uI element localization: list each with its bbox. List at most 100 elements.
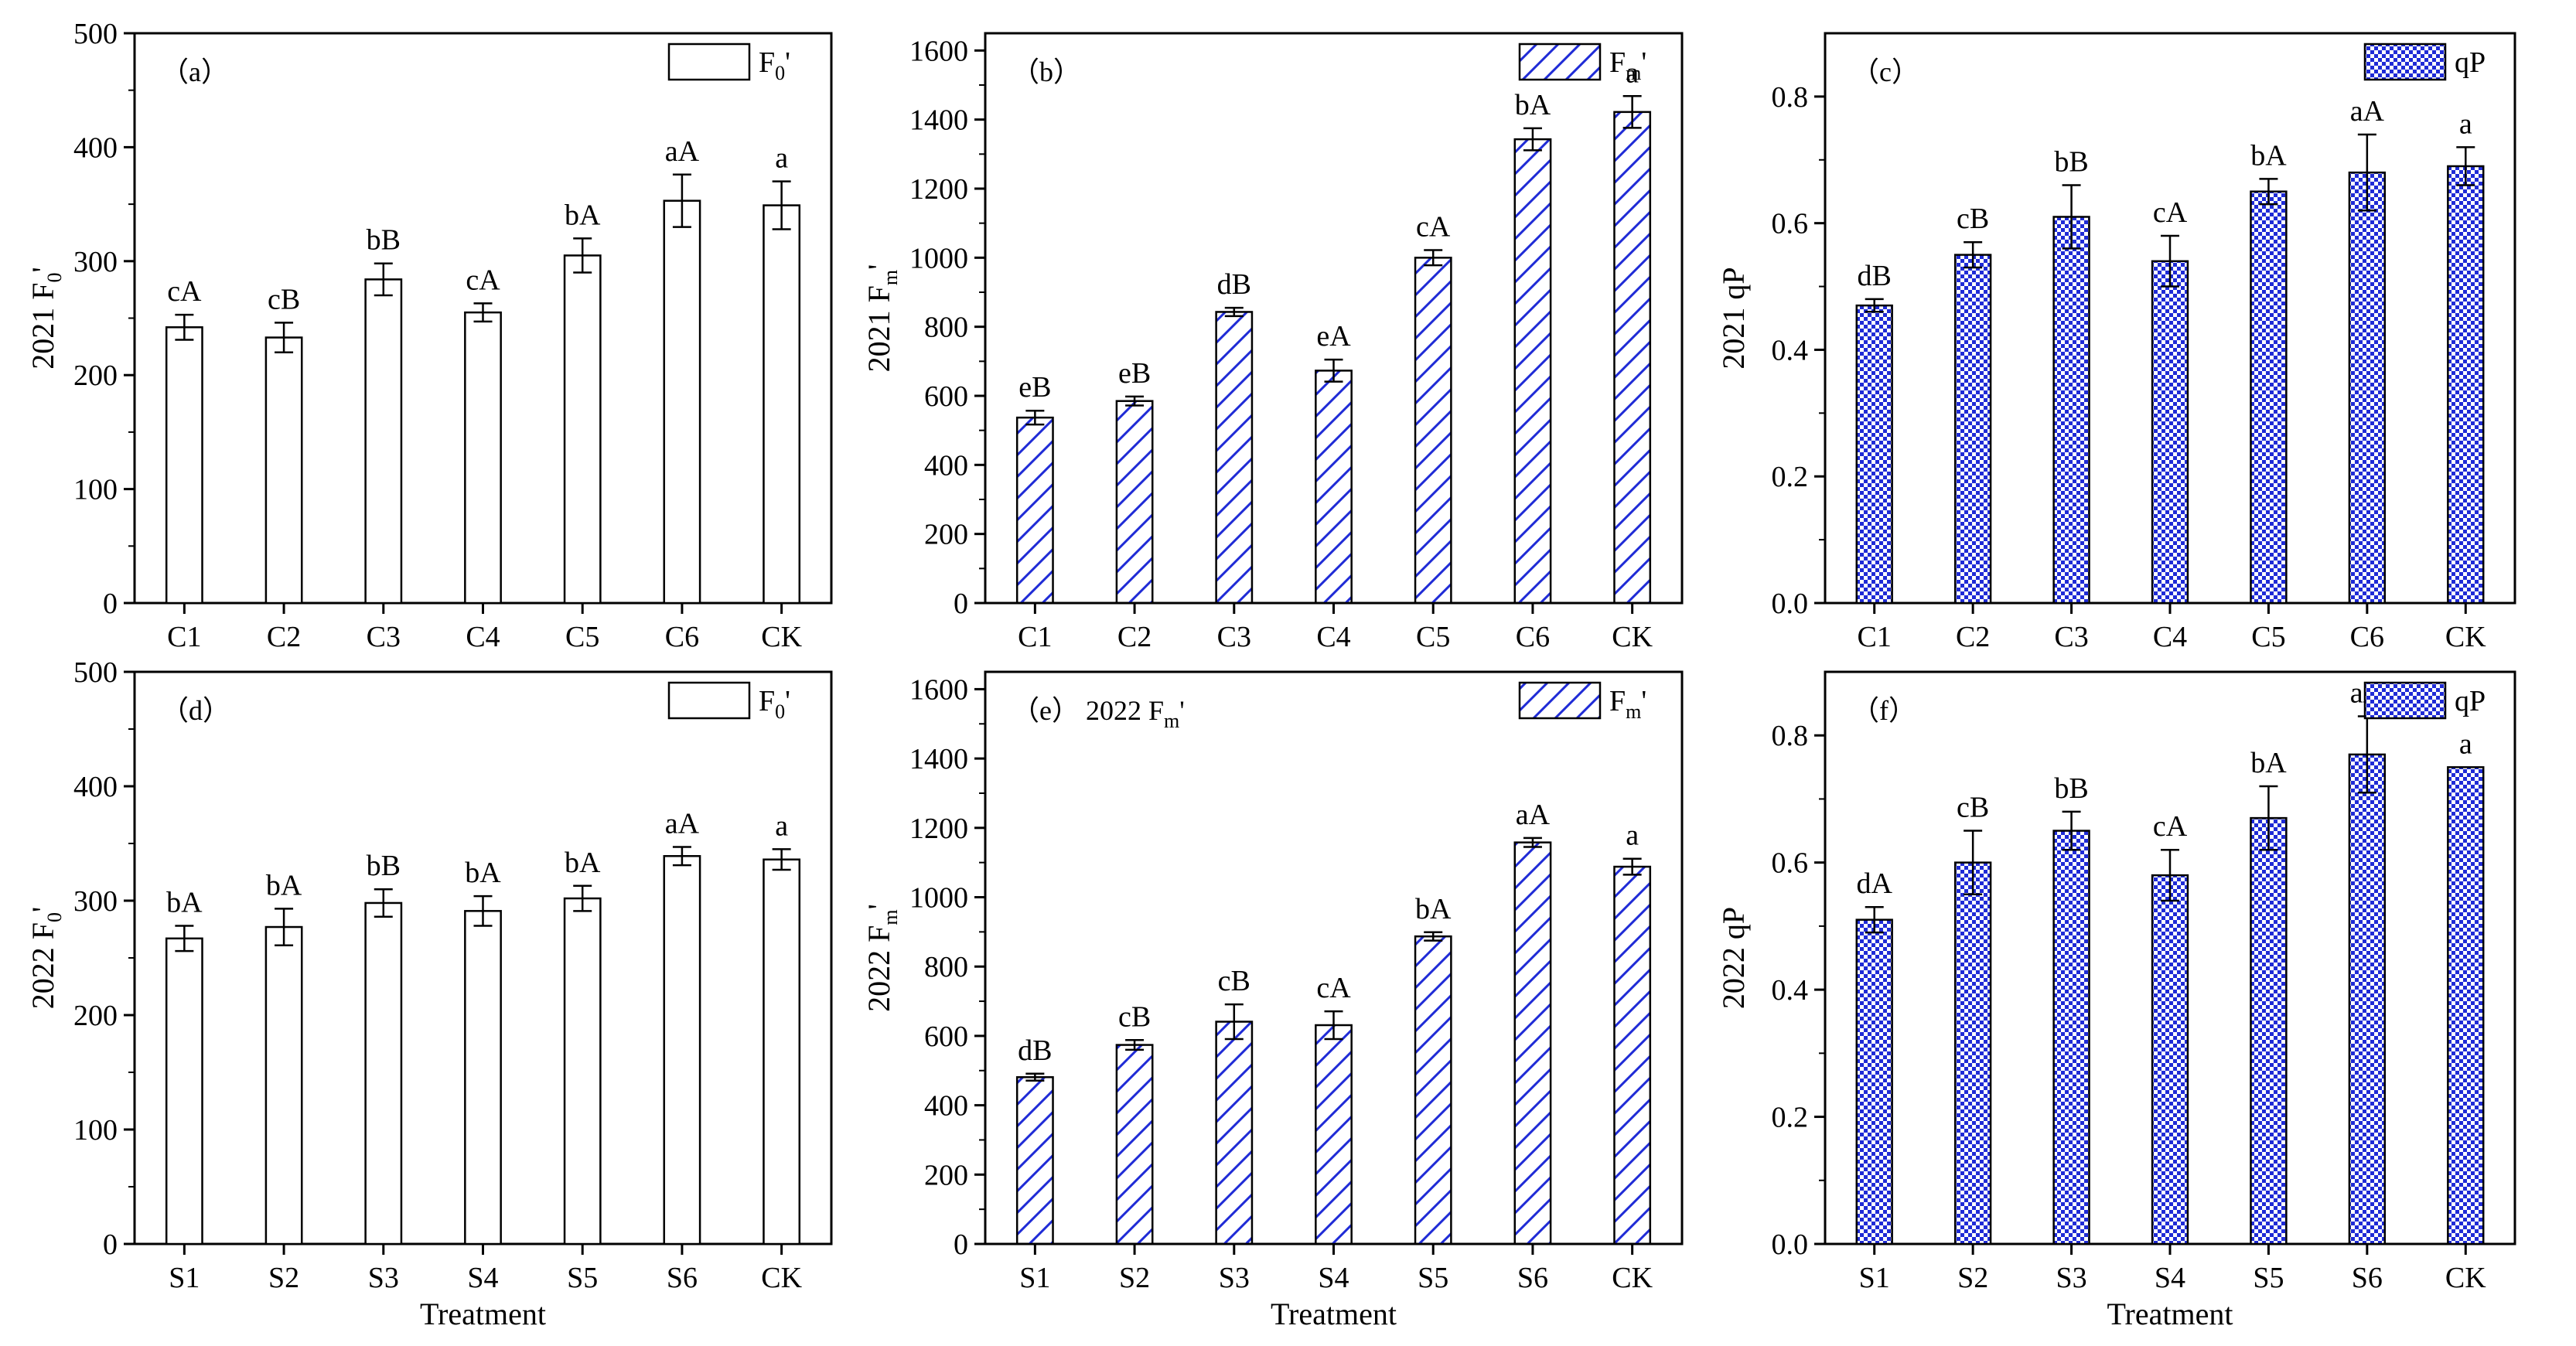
significance-label: a <box>1626 820 1639 852</box>
bar-c1 <box>1015 416 1054 605</box>
legend-swatch <box>1518 43 1602 81</box>
y-tick-label: 0.4 <box>1772 334 1809 366</box>
y-axis-label: 2022 Fm' <box>862 904 902 1012</box>
bar-s3 <box>2052 830 2090 1245</box>
y-tick-label: 1400 <box>909 104 968 137</box>
x-tick-label: S5 <box>567 1262 598 1294</box>
significance-label: aA <box>1516 799 1551 831</box>
x-tick-label: C6 <box>1516 621 1550 653</box>
panel-label: （c） <box>1851 56 1919 87</box>
x-axis-label: Treatment <box>420 1297 546 1331</box>
x-tick-label: S2 <box>1119 1262 1150 1294</box>
legend-label: F0' <box>759 685 790 723</box>
x-tick-label: C4 <box>1316 621 1350 653</box>
y-tick-label: 400 <box>924 1090 968 1123</box>
significance-label: a <box>1626 56 1639 89</box>
x-tick-label: S2 <box>268 1262 299 1294</box>
y-tick-label: 0.0 <box>1772 588 1809 620</box>
x-tick-label: S4 <box>1318 1262 1349 1294</box>
significance-label: bA <box>565 847 601 879</box>
significance-label: bA <box>2250 747 2287 779</box>
x-tick-label: S3 <box>2056 1262 2087 1294</box>
x-tick-label: CK <box>1612 621 1653 653</box>
x-tick-label: C4 <box>2153 621 2187 653</box>
bar-s1 <box>1015 1076 1054 1245</box>
bar-s2 <box>1953 861 1992 1245</box>
panel-label: （f） <box>1851 695 1916 726</box>
bar-s6 <box>663 855 701 1245</box>
y-tick-label: 0.6 <box>1772 208 1809 240</box>
significance-label: cB <box>268 283 300 315</box>
y-tick-label: 0.4 <box>1772 974 1809 1007</box>
bar-s3 <box>364 901 403 1245</box>
y-tick-label: 0 <box>954 588 968 620</box>
y-axis-label: 2021 F0' <box>26 267 66 369</box>
x-tick-label: CK <box>761 621 802 653</box>
x-tick-label: CK <box>2445 621 2486 653</box>
bar-c3 <box>364 278 403 605</box>
x-tick-label: S6 <box>2352 1262 2383 1294</box>
x-tick-label: C4 <box>466 621 500 653</box>
significance-label: dA <box>1856 867 1892 900</box>
x-tick-label: S4 <box>467 1262 498 1294</box>
x-tick-label: S6 <box>667 1262 698 1294</box>
chart-panel-c: 0.0 0.2 0.4 0.6 0.8 2021 qP dB C1 cB C2 bB C3 cA C4 bA… <box>1716 32 2516 653</box>
bar-c4 <box>1315 370 1353 605</box>
y-axis-label: 2022 F0' <box>26 907 66 1009</box>
significance-label: cA <box>1416 211 1451 244</box>
y-tick-label: 1000 <box>909 882 968 915</box>
x-tick-label: C3 <box>2054 621 2088 653</box>
bar-s2 <box>264 925 303 1245</box>
bar-ck <box>763 204 801 605</box>
y-tick-label: 1600 <box>909 673 968 706</box>
bar-s4 <box>2151 874 2189 1245</box>
y-tick-label: 500 <box>73 656 118 689</box>
bar-c5 <box>1414 257 1452 605</box>
y-tick-label: 600 <box>924 380 968 413</box>
y-tick-label: 500 <box>73 18 118 50</box>
bar-s6 <box>1513 841 1552 1245</box>
significance-label: cA <box>167 275 202 308</box>
x-tick-label: C2 <box>267 621 301 653</box>
x-tick-label: CK <box>1612 1262 1653 1294</box>
y-tick-label: 1200 <box>909 173 968 206</box>
significance-label: bB <box>367 224 401 257</box>
significance-label: a <box>775 142 788 175</box>
significance-label: bB <box>2054 772 2088 805</box>
legend-label: F0' <box>759 46 790 84</box>
y-tick-label: 1600 <box>909 35 968 67</box>
significance-label: cA <box>1316 972 1351 1004</box>
bar-c2 <box>1115 400 1154 605</box>
significance-label: bB <box>367 850 401 882</box>
significance-label: cB <box>1218 965 1250 997</box>
x-tick-label: S1 <box>169 1262 200 1294</box>
legend-swatch <box>2363 43 2447 81</box>
y-tick-label: 0.8 <box>1772 720 1809 752</box>
chart-panel-d: 0 100 200 300 400 500 2022 F0' bA S1 bA S2 bB S3 bA S4… <box>26 656 833 1331</box>
significance-label: aA <box>665 135 700 168</box>
bar-c4 <box>2151 260 2189 605</box>
significance-label: bA <box>1515 89 1551 121</box>
y-tick-label: 1200 <box>909 813 968 845</box>
bar-ck <box>1613 111 1652 605</box>
bar-c1 <box>1855 304 1893 605</box>
legend-label: qP <box>2455 685 2486 717</box>
y-tick-label: 400 <box>924 449 968 482</box>
significance-label: aA <box>2350 95 2385 128</box>
significance-label: cA <box>2153 810 2188 843</box>
x-tick-label: S1 <box>1019 1262 1050 1294</box>
panel-label: （e） <box>1012 695 1080 726</box>
y-tick-label: 600 <box>924 1021 968 1053</box>
y-tick-label: 0 <box>103 588 118 620</box>
y-tick-label: 0.2 <box>1772 1102 1809 1134</box>
y-tick-label: 100 <box>73 474 118 506</box>
bar-c6 <box>663 199 701 605</box>
y-tick-label: 200 <box>73 360 118 392</box>
significance-label: eB <box>1018 371 1051 404</box>
significance-label: eA <box>1316 320 1351 353</box>
x-tick-label: S3 <box>1219 1262 1250 1294</box>
y-tick-label: 800 <box>924 312 968 344</box>
x-tick-label: S5 <box>1418 1262 1448 1294</box>
legend-swatch <box>1518 681 1602 720</box>
bar-c2 <box>264 336 303 605</box>
